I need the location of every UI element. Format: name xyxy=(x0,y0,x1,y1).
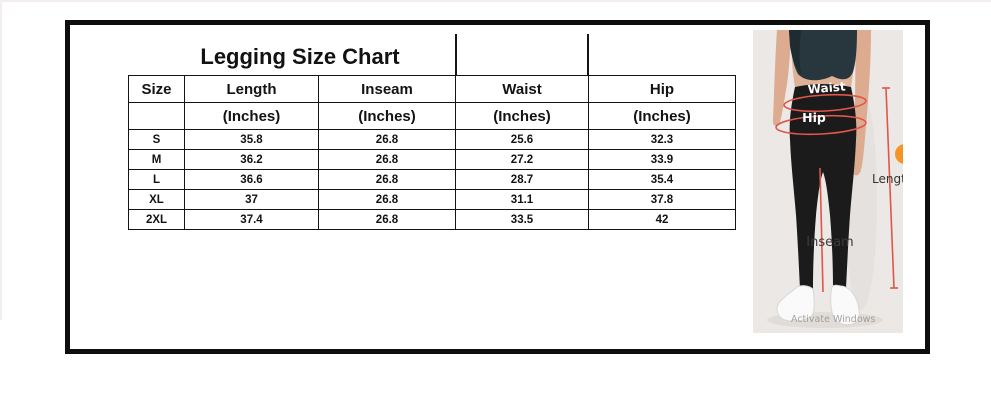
leggings xyxy=(789,84,857,293)
unit-length: (Inches) xyxy=(184,102,319,130)
length-label: Length xyxy=(872,172,903,186)
unit-hip: (Inches) xyxy=(588,102,736,130)
cell-size: XL xyxy=(128,189,185,210)
cell-waist: 33.5 xyxy=(455,209,589,230)
left-arm xyxy=(772,30,791,126)
cell-inseam: 26.8 xyxy=(318,169,456,190)
right-arm xyxy=(852,30,871,176)
screenshot-left-edge-line xyxy=(0,0,2,320)
size-table: Size Length Inseam Waist Hip (Inches) (I… xyxy=(128,75,736,230)
cell-waist: 25.6 xyxy=(455,129,589,150)
table-row-2xl: 2XL 37.4 26.8 33.5 42 xyxy=(128,209,736,230)
table-row-s: S 35.8 26.8 25.6 32.3 xyxy=(128,129,736,150)
cell-inseam: 26.8 xyxy=(318,149,456,170)
inseam-measure-line xyxy=(819,167,824,293)
units-row: (Inches) (Inches) (Inches) (Inches) xyxy=(128,102,736,130)
cell-length: 37 xyxy=(184,189,319,210)
cell-size: S xyxy=(128,129,185,150)
length-measure-line xyxy=(885,87,895,289)
cell-hip: 35.4 xyxy=(588,169,736,190)
cell-length: 36.2 xyxy=(184,149,319,170)
unit-size xyxy=(128,102,185,130)
crop-top-shade xyxy=(789,30,801,74)
waist-label: Waist xyxy=(807,79,846,96)
cell-hip: 32.3 xyxy=(588,129,736,150)
header-hip: Hip xyxy=(588,75,736,103)
orange-accent-circle xyxy=(895,144,903,164)
table-row-m: M 36.2 26.8 27.2 33.9 xyxy=(128,149,736,170)
cell-waist: 27.2 xyxy=(455,149,589,170)
cell-waist: 28.7 xyxy=(455,169,589,190)
page-title: Legging Size Chart xyxy=(200,44,400,69)
leggings-diagram: Waist Hip Length Inseam Activate Windows xyxy=(753,30,903,333)
header-inseam: Inseam xyxy=(318,75,456,103)
cell-size: M xyxy=(128,149,185,170)
inseam-label: Inseam xyxy=(806,235,853,250)
cell-waist: 31.1 xyxy=(455,189,589,210)
waist-measure-ellipse xyxy=(783,93,867,113)
unit-inseam: (Inches) xyxy=(318,102,456,130)
hip-label: Hip xyxy=(802,110,826,125)
table-row-xl: XL 37 26.8 31.1 37.8 xyxy=(128,189,736,210)
column-divider-stub-left xyxy=(455,34,457,75)
hip-measure-ellipse xyxy=(775,114,867,136)
column-divider-stub-right xyxy=(587,34,589,75)
cell-length: 36.6 xyxy=(184,169,319,190)
header-waist: Waist xyxy=(455,75,589,103)
right-shoe xyxy=(830,284,860,326)
leggings-measurement-photo: Waist Hip Length Inseam Activate Windows xyxy=(753,30,903,333)
unit-waist: (Inches) xyxy=(455,102,589,130)
left-shoe xyxy=(776,285,815,322)
cell-length: 37.4 xyxy=(184,209,319,230)
cell-size: 2XL xyxy=(128,209,185,230)
header-row: Size Length Inseam Waist Hip xyxy=(128,75,736,103)
table-row-l: L 36.6 26.8 28.7 35.4 xyxy=(128,169,736,190)
activate-windows-watermark: Activate Windows xyxy=(791,314,875,325)
screenshot-top-edge-line xyxy=(0,0,991,2)
cell-inseam: 26.8 xyxy=(318,189,456,210)
cell-hip: 42 xyxy=(588,209,736,230)
cell-hip: 37.8 xyxy=(588,189,736,210)
cell-length: 35.8 xyxy=(184,129,319,150)
cell-inseam: 26.8 xyxy=(318,209,456,230)
header-length: Length xyxy=(184,75,319,103)
cell-inseam: 26.8 xyxy=(318,129,456,150)
header-size: Size xyxy=(128,75,185,103)
cell-hip: 33.9 xyxy=(588,149,736,170)
crop-top xyxy=(789,30,857,81)
cell-size: L xyxy=(128,169,185,190)
